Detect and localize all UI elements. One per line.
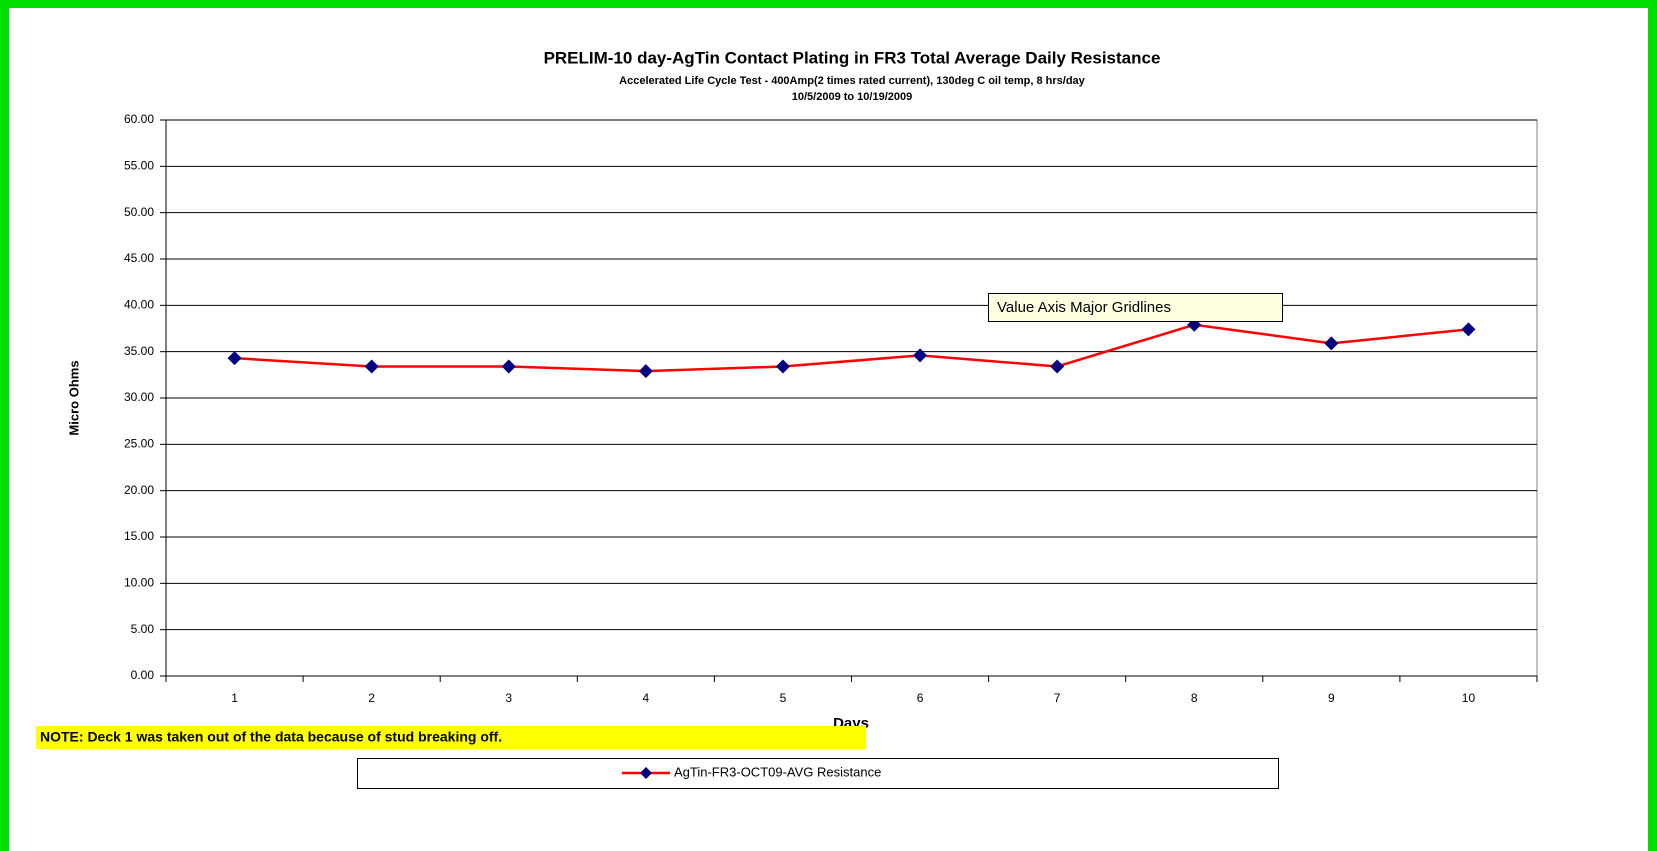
- y-tick-label: 55.00: [124, 159, 154, 173]
- y-tick-label: 50.00: [124, 205, 154, 219]
- x-tick-label: 5: [780, 691, 787, 705]
- y-tick-label: 10.00: [124, 576, 154, 590]
- x-tick-label: 6: [917, 691, 924, 705]
- y-tick-label: 20.00: [124, 483, 154, 497]
- data-point: [501, 359, 516, 374]
- x-tick-label: 8: [1191, 691, 1198, 705]
- y-tick-label: 40.00: [124, 298, 154, 312]
- data-point: [638, 364, 653, 379]
- legend-marker: [640, 767, 652, 779]
- tooltip: Value Axis Major Gridlines: [997, 299, 1171, 316]
- y-tick-label: 35.00: [124, 344, 154, 358]
- note-background: [36, 726, 866, 749]
- data-point: [1324, 336, 1339, 351]
- data-point: [364, 359, 379, 374]
- chart-subtitle: Accelerated Life Cycle Test - 400Amp(2 t…: [619, 75, 1086, 87]
- x-tick-label: 2: [368, 691, 375, 705]
- chart-title: PRELIM-10 day-AgTin Contact Plating in F…: [544, 48, 1161, 67]
- data-point: [913, 348, 928, 363]
- x-tick-label: 4: [643, 691, 650, 705]
- data-point: [227, 351, 242, 366]
- data-point: [1050, 359, 1065, 374]
- x-tick-label: 1: [231, 691, 238, 705]
- note: NOTE: Deck 1 was taken out of the data b…: [40, 729, 502, 745]
- y-tick-label: 45.00: [124, 251, 154, 265]
- x-tick-label: 10: [1462, 691, 1476, 705]
- legend-label: AgTin-FR3-OCT09-AVG Resistance: [674, 764, 881, 779]
- data-point: [775, 359, 790, 374]
- data-point: [1461, 322, 1476, 337]
- y-tick-label: 30.00: [124, 390, 154, 404]
- legend-box: [357, 758, 1279, 789]
- y-tick-label: 5.00: [131, 622, 155, 636]
- series-line: [234, 323, 1469, 373]
- chart-subtitle: 10/5/2009 to 10/19/2009: [792, 91, 912, 103]
- tooltip-box: [988, 293, 1283, 322]
- y-tick-label: 60.00: [124, 112, 154, 126]
- y-tick-label: 0.00: [131, 668, 155, 682]
- x-tick-label: 9: [1328, 691, 1335, 705]
- y-tick-label: 25.00: [124, 437, 154, 451]
- x-tick-label: 7: [1054, 691, 1061, 705]
- y-tick-label: 15.00: [124, 529, 154, 543]
- x-tick-label: 3: [505, 691, 512, 705]
- y-axis-label: Micro Ohms: [66, 360, 81, 435]
